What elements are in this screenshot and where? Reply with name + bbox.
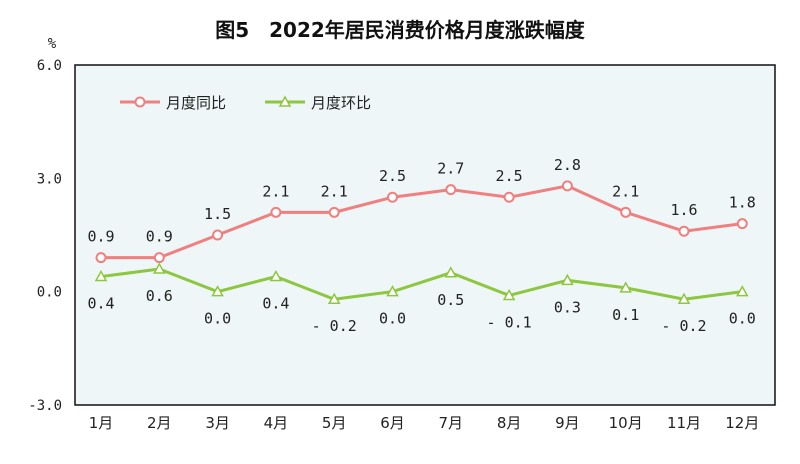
x-tick-label: 10月: [609, 414, 643, 432]
data-point: [386, 285, 399, 297]
data-point: [561, 273, 574, 286]
data-label: 2.7: [437, 160, 464, 178]
x-tick-label: 7月: [439, 414, 464, 432]
x-tick-label: 2月: [147, 414, 172, 432]
data-point: [503, 191, 515, 203]
data-label: 2.5: [379, 167, 406, 185]
legend-marker: [134, 96, 146, 108]
data-point: [619, 281, 632, 293]
y-tick-label: 0.0: [37, 285, 62, 301]
data-point: [211, 285, 224, 297]
data-point: [269, 270, 283, 282]
data-point: [328, 206, 340, 218]
data-label: 0.0: [204, 310, 231, 328]
y-tick-label: 6.0: [37, 58, 62, 74]
data-label: - 0.1: [487, 313, 532, 331]
legend-marker: [278, 95, 292, 107]
data-point: [94, 270, 108, 282]
data-label: 2.8: [554, 156, 581, 174]
data-label: 0.4: [87, 295, 114, 313]
y-tick-label: -3.0: [28, 398, 62, 414]
x-tick-label: 12月: [725, 414, 759, 432]
data-point: [444, 266, 458, 278]
data-label: 0.3: [554, 298, 581, 316]
data-point: [502, 288, 516, 301]
data-label: 0.1: [612, 306, 639, 324]
data-label: 0.0: [729, 310, 756, 328]
data-label: 0.0: [379, 310, 406, 328]
x-tick-label: 4月: [264, 414, 289, 432]
data-label: 0.9: [146, 228, 173, 246]
data-label: 1.6: [670, 201, 697, 219]
legend-label: 月度环比: [311, 94, 371, 112]
data-point: [445, 184, 457, 196]
data-label: - 0.2: [661, 317, 706, 335]
y-tick-label: 3.0: [37, 171, 62, 187]
data-label: 0.9: [87, 228, 114, 246]
data-point: [270, 206, 282, 218]
data-label: 2.1: [321, 182, 348, 200]
data-point: [95, 252, 107, 264]
plot-area: [74, 64, 776, 406]
x-tick-label: 6月: [380, 414, 405, 432]
x-tick-label: 5月: [322, 414, 347, 432]
y-axis-unit: %: [48, 36, 57, 52]
data-label: 0.4: [262, 295, 289, 313]
data-point: [387, 191, 398, 203]
data-label: 2.1: [262, 182, 289, 200]
data-label: 0.6: [146, 287, 173, 305]
data-point: [212, 229, 224, 241]
x-tick-label: 8月: [497, 414, 522, 432]
data-label: 1.5: [204, 205, 231, 223]
series-line-1: [100, 267, 743, 301]
data-point: [561, 180, 573, 192]
data-label: - 0.2: [312, 317, 357, 335]
data-label: 2.1: [612, 182, 639, 200]
data-point: [678, 225, 690, 237]
x-tick-label: 9月: [555, 414, 580, 432]
chart-title: 图5 2022年居民消费价格月度涨跌幅度: [215, 18, 585, 42]
legend-label: 月度同比: [166, 94, 226, 112]
data-label: 0.5: [437, 291, 464, 309]
data-point: [736, 285, 749, 297]
data-point: [620, 206, 632, 218]
data-point: [327, 292, 341, 304]
data-label: 2.5: [496, 167, 523, 185]
series-line-0: [101, 184, 743, 260]
data-point: [677, 292, 691, 304]
x-tick-label: 11月: [667, 414, 701, 432]
x-tick-label: 1月: [89, 414, 114, 432]
data-point: [153, 252, 165, 264]
data-point: [736, 218, 748, 230]
data-point: [153, 262, 166, 274]
x-tick-label: 3月: [205, 414, 230, 432]
data-label: 1.8: [729, 194, 756, 212]
